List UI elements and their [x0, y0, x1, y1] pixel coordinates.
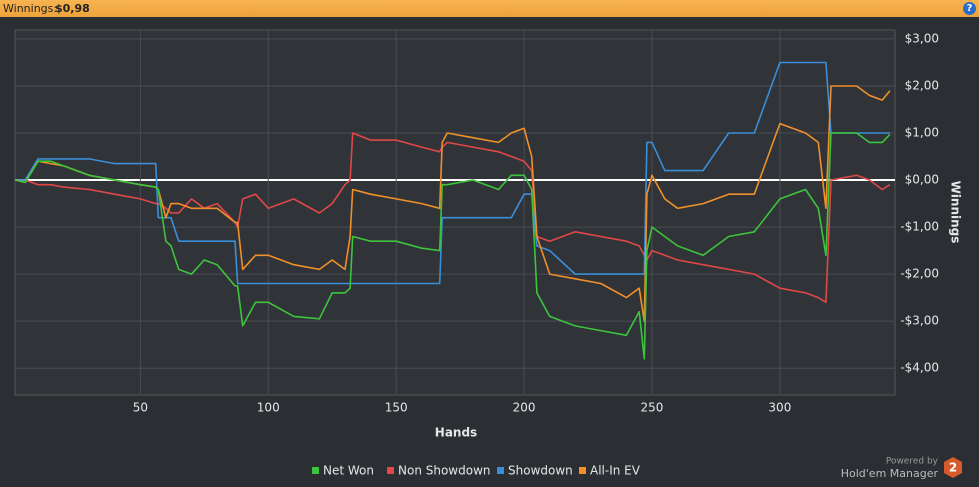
header-bar: Winnings: $0,98 ? [0, 0, 979, 17]
legend-label: Net Won [323, 464, 374, 478]
brand-name: Hold'em Manager [841, 467, 939, 480]
y-tick-label: -$1,00 [900, 220, 939, 234]
plot-area [14, 29, 896, 396]
y-tick-label: -$4,00 [900, 361, 939, 375]
x-axis-title: Hands [435, 426, 477, 440]
legend-label: Showdown [508, 464, 573, 478]
header-value: $0,98 [55, 2, 90, 15]
series-line [14, 132, 891, 360]
series-line [15, 132, 891, 304]
y-axis-title: Winnings [949, 181, 963, 244]
help-button[interactable]: ? [963, 2, 976, 15]
x-tick-label: 200 [513, 401, 536, 415]
y-tick-label: -$2,00 [900, 267, 939, 281]
y-tick-label: $2,00 [905, 78, 939, 92]
x-tick-label: 250 [641, 401, 664, 415]
y-tick-label: $3,00 [905, 31, 939, 45]
y-tick-label: $1,00 [905, 126, 939, 140]
header-label: Winnings: [3, 2, 58, 15]
x-tick-label: 150 [385, 401, 408, 415]
x-tick-label: 100 [257, 401, 280, 415]
brand-logo [944, 457, 962, 478]
legend-swatch [497, 467, 504, 474]
legend-label: All-In EV [590, 464, 641, 478]
chart: Hands Winnings Powered by Hold'em Manage… [14, 29, 963, 480]
x-tick-label: 50 [133, 401, 148, 415]
x-tick-label: 300 [768, 401, 791, 415]
legend-swatch [312, 467, 319, 474]
series-line [14, 85, 891, 322]
y-tick-label: -$3,00 [900, 314, 939, 328]
legend-label: Non Showdown [398, 464, 491, 478]
powered-by: Powered by [886, 457, 939, 467]
y-tick-label: $0,00 [905, 173, 939, 187]
legend-swatch [387, 467, 394, 474]
brand-badge: 2 [949, 461, 957, 475]
legend-swatch [579, 467, 586, 474]
